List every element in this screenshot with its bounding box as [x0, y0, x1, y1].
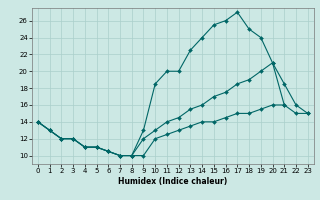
X-axis label: Humidex (Indice chaleur): Humidex (Indice chaleur) [118, 177, 228, 186]
